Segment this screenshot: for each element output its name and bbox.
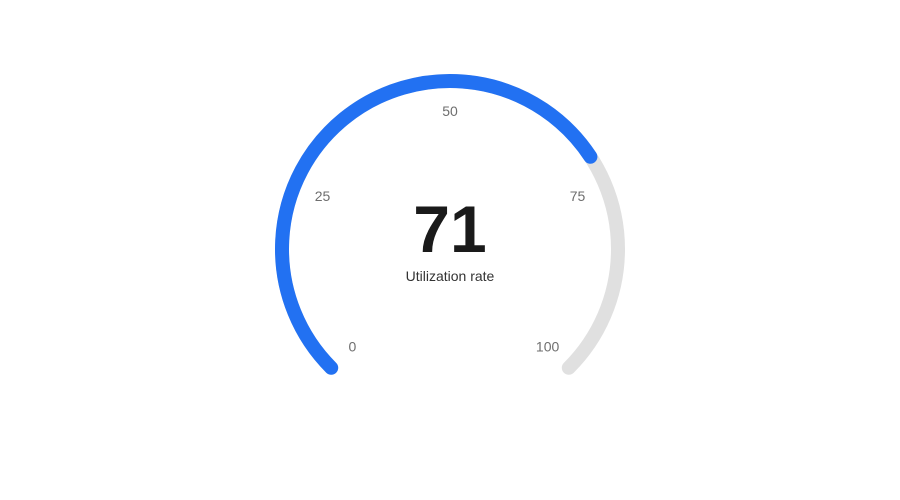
tick-labels: 0 25 50 75 100 [315, 103, 586, 355]
gauge-progress-arc [275, 74, 598, 375]
tick-label-0: 0 [349, 339, 357, 355]
gauge-caption: Utilization rate [406, 268, 495, 284]
tick-label-50: 50 [442, 103, 458, 119]
tick-label-100: 100 [536, 339, 560, 355]
tick-label-75: 75 [570, 188, 586, 204]
gauge-value: 71 [413, 192, 486, 266]
tick-label-25: 25 [315, 188, 331, 204]
